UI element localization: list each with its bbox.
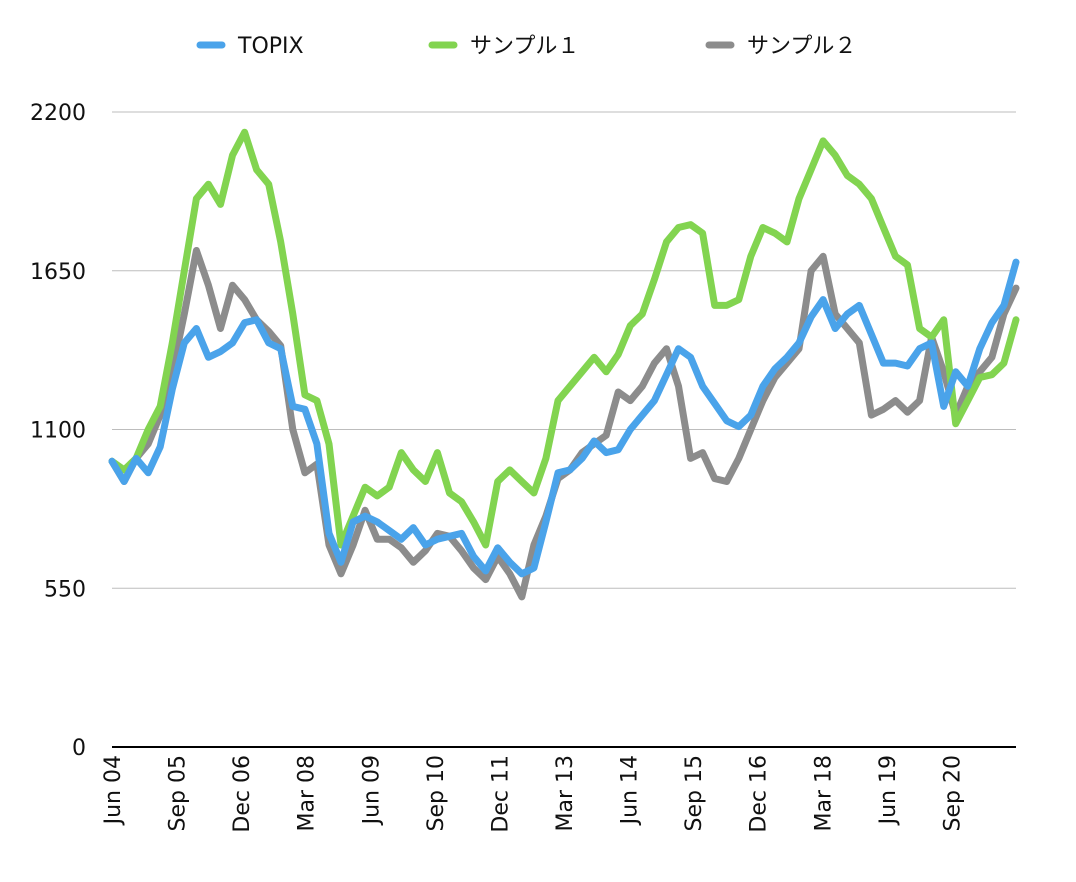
y-tick-label: 550 <box>44 577 86 602</box>
y-tick-label: 1100 <box>30 419 86 444</box>
legend-label: サンプル２ <box>747 34 856 59</box>
x-tick-label: Mar 18 <box>811 755 836 832</box>
x-tick-label: Mar 13 <box>553 755 578 832</box>
x-tick-label: Mar 08 <box>295 755 320 832</box>
legend-label: TOPIX <box>237 34 304 59</box>
legend-item: TOPIX <box>196 34 304 59</box>
x-tick-label: Jun 14 <box>618 755 643 826</box>
y-tick-label: 2200 <box>30 101 86 126</box>
x-tick-label: Dec 16 <box>747 755 772 833</box>
x-tick-label: Sep 05 <box>166 755 191 831</box>
x-tick-label: Jun 19 <box>876 755 901 826</box>
x-tick-label: Dec 06 <box>230 755 255 833</box>
grid-lines <box>112 111 1016 589</box>
x-tick-label: Dec 11 <box>488 755 513 833</box>
x-tick-label: Sep 20 <box>940 755 965 831</box>
legend: TOPIX サンプル１ サンプル２ <box>196 34 856 59</box>
x-tick-label: Jun 04 <box>101 755 126 826</box>
legend-item: サンプル２ <box>705 34 856 59</box>
legend-item: サンプル１ <box>428 34 579 59</box>
legend-label: サンプル１ <box>470 34 579 59</box>
y-tick-label: 0 <box>72 736 86 761</box>
x-tick-label: Sep 15 <box>682 755 707 831</box>
y-axis-ticks: 0 550 1100 1650 2200 <box>30 101 86 761</box>
series-lines <box>108 128 1020 601</box>
x-tick-label: Sep 10 <box>424 755 449 831</box>
series-line-1 <box>108 128 1020 549</box>
series-line-2 <box>108 247 1020 601</box>
y-tick-label: 1650 <box>30 260 86 285</box>
x-axis-ticks: Jun 04 Sep 05 Dec 06 Mar 08 Jun 09 Sep 10 Dec … <box>101 755 965 833</box>
x-tick-label: Jun 09 <box>359 755 384 826</box>
series-line-0 <box>108 258 1020 578</box>
